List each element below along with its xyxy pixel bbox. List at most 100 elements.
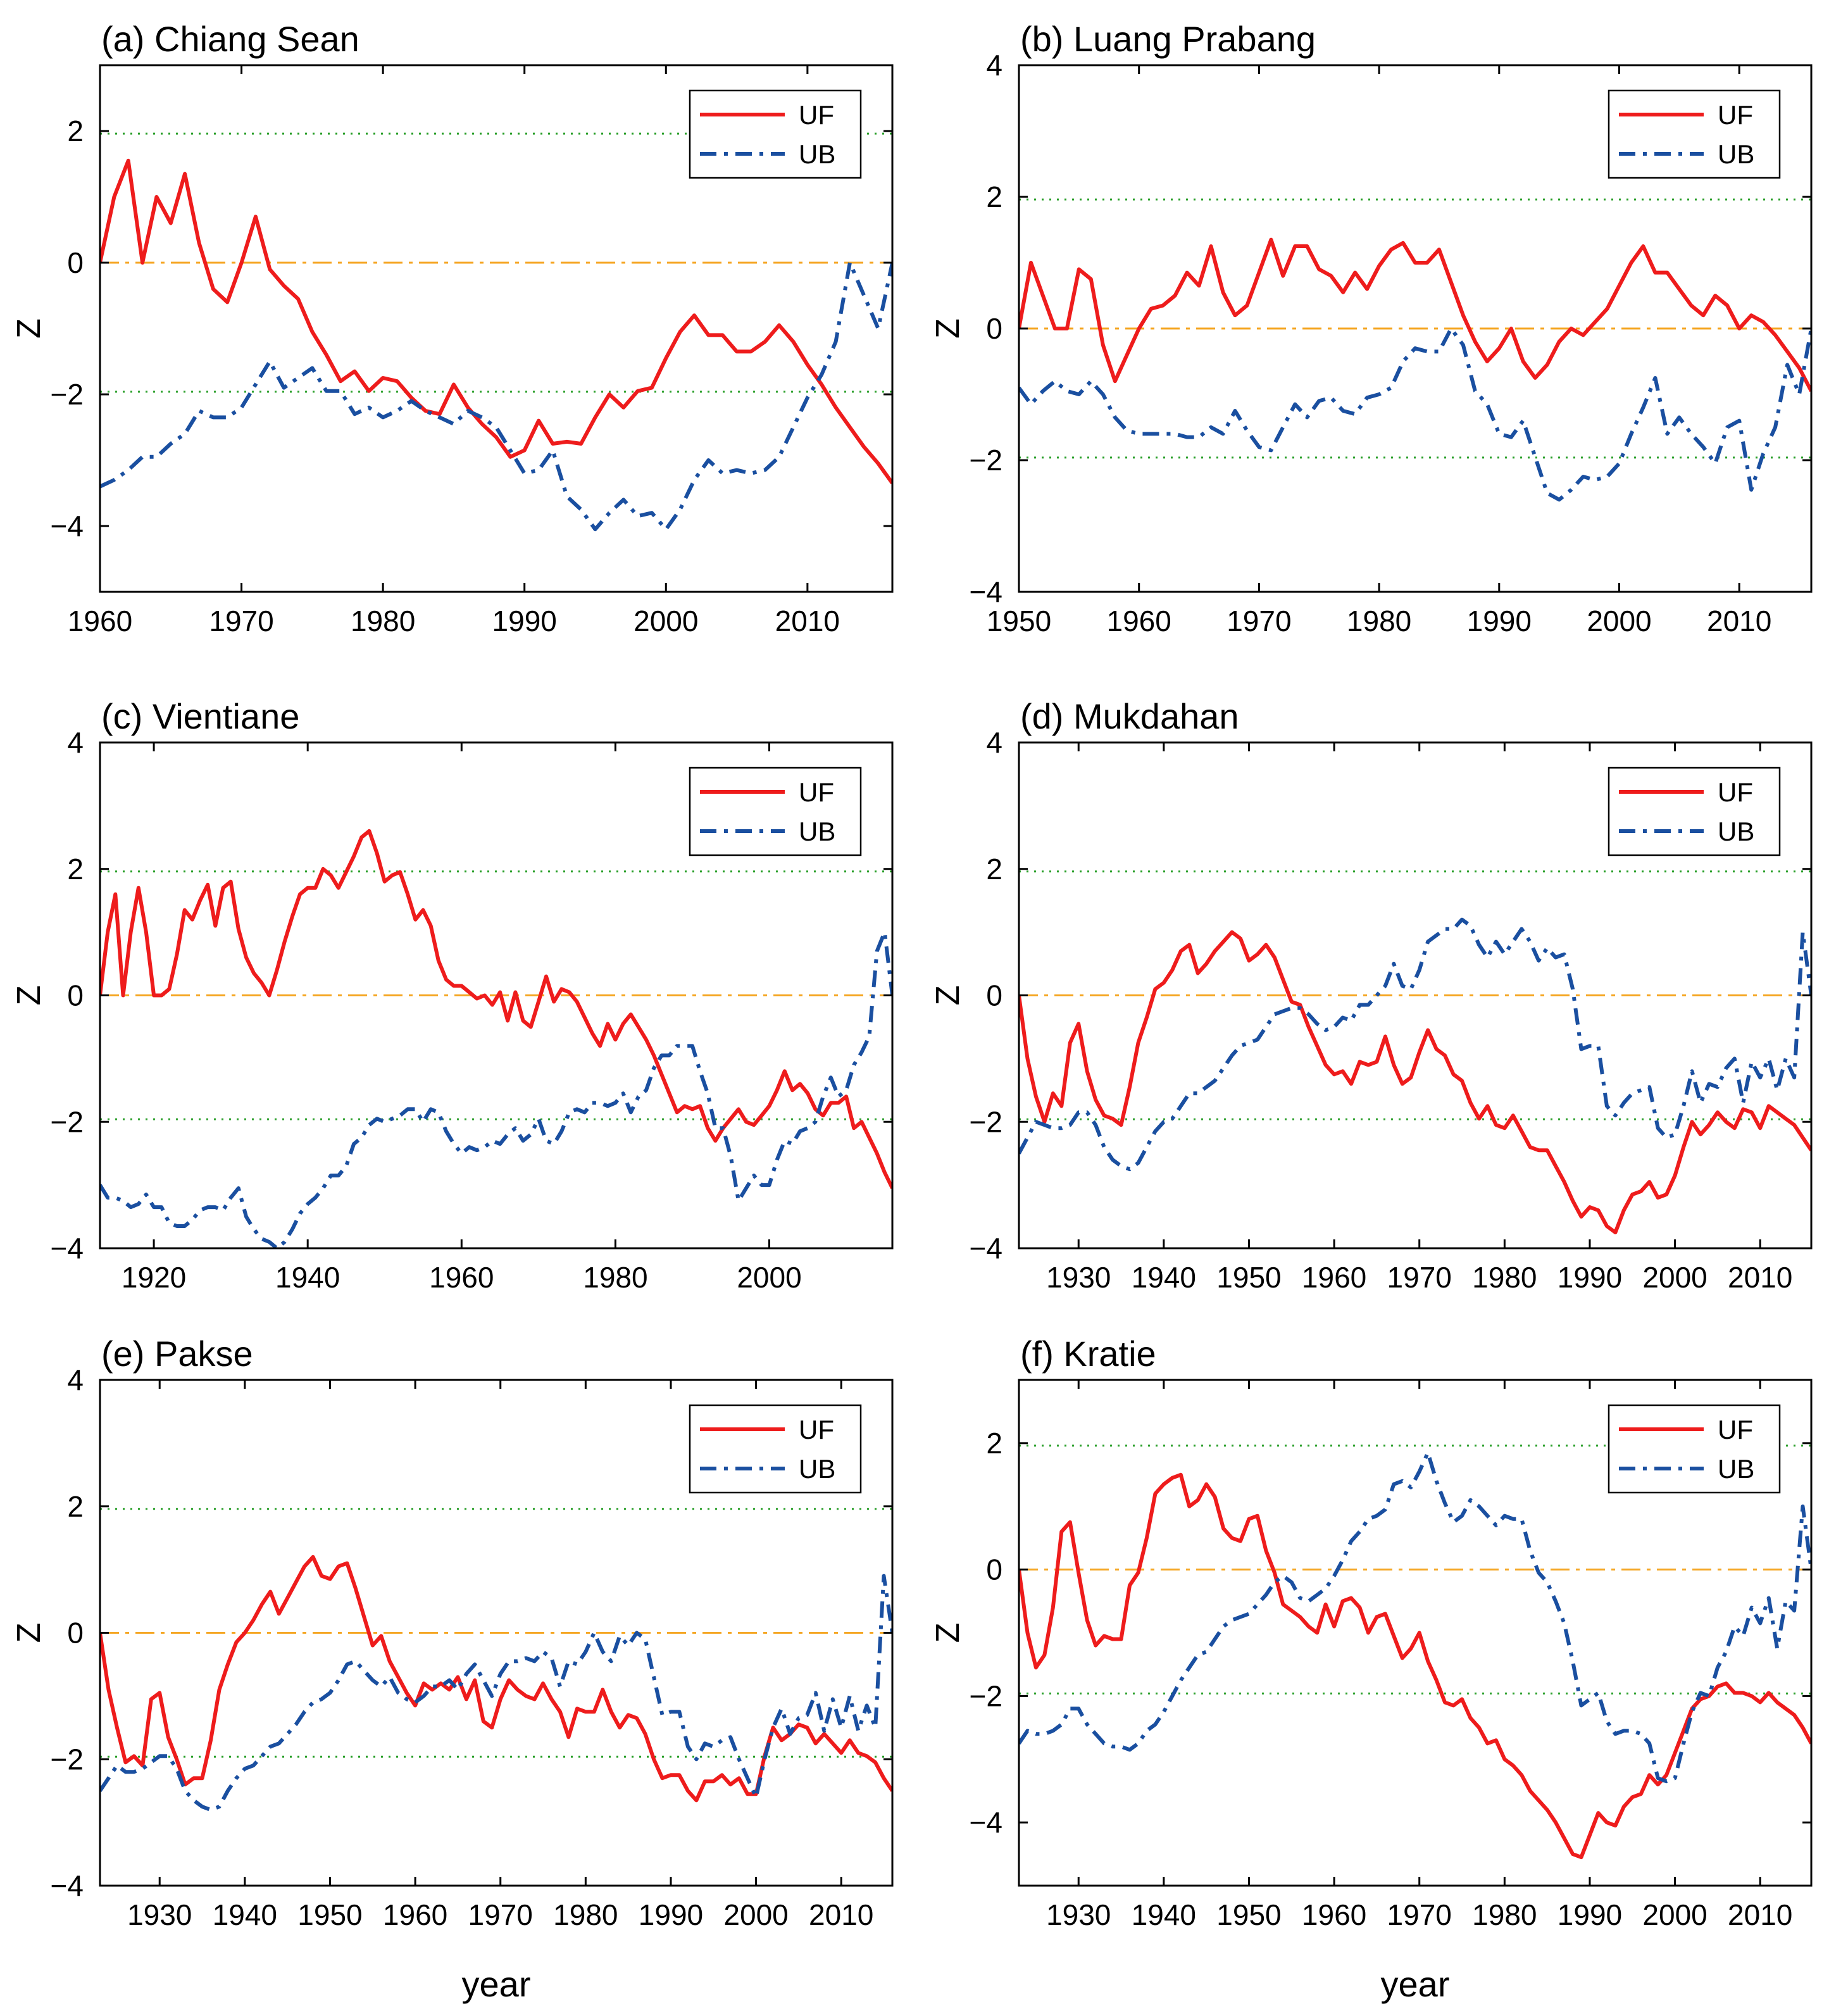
x-tick-label: 1950	[1216, 1898, 1281, 1931]
series-line-ub	[1019, 917, 1811, 1172]
legend-label-uf: UF	[799, 100, 834, 130]
y-tick-label: 2	[986, 853, 1002, 886]
x-tick-label: 1960	[1107, 605, 1171, 637]
legend-box	[689, 89, 862, 179]
legend-label-ub: UB	[1718, 139, 1754, 169]
y-tick-label: 0	[986, 979, 1002, 1012]
x-tick-label: 2000	[737, 1261, 801, 1294]
x-tick-label: 1930	[127, 1898, 192, 1931]
series-line-ub	[1019, 327, 1811, 502]
legend-label-ub: UB	[799, 817, 835, 846]
x-axis-label: year	[1381, 1964, 1450, 2004]
axes-frame	[1018, 1379, 1813, 1887]
y-tick-label: −2	[51, 1105, 84, 1138]
series-line-ub	[100, 930, 892, 1248]
chart-panel-6: 1930 1940 1950 1960 1970 1980 1990 2000 2010 −4 −2…	[930, 1334, 1813, 2004]
x-tick-label: 1980	[1347, 605, 1411, 637]
y-tick-label: −2	[51, 1743, 84, 1776]
legend-box	[1608, 89, 1781, 179]
series-line-uf	[100, 1555, 892, 1803]
x-tick-label: 2010	[1707, 605, 1771, 637]
x-tick-label: 1990	[639, 1898, 703, 1931]
x-tick-label: 2000	[634, 605, 698, 637]
x-tick-label: 1970	[1387, 1261, 1452, 1294]
x-tick-label: 1940	[1132, 1261, 1196, 1294]
y-tick-label: 0	[986, 312, 1002, 345]
y-tick-label: 2	[986, 180, 1002, 213]
x-tick-label: 2000	[1587, 605, 1651, 637]
y-tick-label: −4	[970, 1232, 1002, 1265]
x-tick-label: 2010	[809, 1898, 873, 1931]
x-tick-label: 2000	[1642, 1261, 1707, 1294]
x-tick-label: 1940	[1132, 1898, 1196, 1931]
y-axis-label: Z	[11, 986, 47, 1006]
legend-label-ub: UB	[1718, 1454, 1754, 1484]
chart-panel-4: 1930 1940 1950 1960 1970 1980 1990 2000 2010 −4 −2…	[930, 696, 1813, 1294]
legend-box	[689, 767, 862, 856]
x-axis-label: year	[462, 1964, 531, 2004]
x-tick-label: 1930	[1046, 1898, 1111, 1931]
x-tick-label: 1970	[1227, 605, 1291, 637]
legend: UF UB	[1608, 89, 1781, 179]
y-tick-label: 4	[67, 1363, 84, 1396]
series-line-uf	[1019, 930, 1811, 1234]
chart-panel-3: 1920 1940 1960 1980 2000 −4 −2 0 2 4 (c) Vientiane…	[11, 696, 894, 1294]
x-tick-label: 1970	[1387, 1898, 1452, 1931]
x-tick-label: 1960	[68, 605, 132, 637]
x-tick-label: 1960	[1302, 1261, 1366, 1294]
y-tick-label: −2	[51, 378, 84, 411]
x-tick-label: 1960	[1302, 1898, 1366, 1931]
x-tick-label: 1990	[1558, 1898, 1622, 1931]
x-tick-label: 1940	[275, 1261, 340, 1294]
y-tick-label: 2	[986, 1427, 1002, 1460]
axes-frame	[99, 64, 894, 593]
y-axis-label: Z	[930, 986, 966, 1006]
y-tick-label: 2	[67, 853, 84, 886]
y-tick-label: 0	[986, 1553, 1002, 1586]
chart-title: (a) Chiang Sean	[101, 19, 359, 59]
y-tick-label: 4	[986, 726, 1002, 759]
chart-title: (f) Kratie	[1020, 1334, 1156, 1374]
x-tick-label: 1970	[468, 1898, 533, 1931]
x-tick-label: 1980	[351, 605, 415, 637]
legend-label-uf: UF	[799, 777, 834, 807]
x-tick-label: 1980	[1472, 1261, 1537, 1294]
y-tick-label: 0	[67, 979, 84, 1012]
chart-title: (b) Luang Prabang	[1020, 19, 1316, 59]
legend-box	[1608, 767, 1781, 856]
series-line-uf	[1019, 1472, 1811, 1860]
legend-label-uf: UF	[799, 1415, 834, 1444]
y-tick-label: −4	[970, 575, 1002, 608]
x-tick-label: 1960	[383, 1898, 447, 1931]
x-tick-label: 1920	[122, 1261, 186, 1294]
y-tick-label: −4	[51, 510, 84, 542]
x-tick-label: 1970	[209, 605, 273, 637]
x-tick-label: 1990	[1558, 1261, 1622, 1294]
y-axis-label: Z	[11, 318, 47, 339]
x-tick-label: 2010	[775, 605, 840, 637]
y-tick-label: 0	[67, 246, 84, 279]
y-tick-label: 2	[67, 1490, 84, 1523]
series-line-ub	[100, 1574, 892, 1812]
series-line-ub	[1019, 1450, 1811, 1784]
x-tick-label: 1950	[297, 1898, 362, 1931]
legend-label-uf: UF	[1718, 1415, 1753, 1444]
y-axis-label: Z	[930, 1623, 966, 1643]
chart-panel-2: 1950 1960 1970 1980 1990 2000 2010 −4 −2 0 2 4 (b) L…	[930, 19, 1813, 637]
y-tick-label: −2	[970, 1679, 1002, 1712]
legend: UF UB	[689, 89, 862, 179]
legend-box	[1608, 1404, 1781, 1494]
series-line-uf	[100, 158, 892, 485]
legend: UF UB	[689, 1404, 862, 1494]
x-tick-label: 2000	[1642, 1898, 1707, 1931]
x-tick-label: 1980	[583, 1261, 647, 1294]
chart-panel-5: 1930 1940 1950 1960 1970 1980 1990 2000 2010 −4 −2…	[11, 1334, 894, 2004]
y-tick-label: −4	[970, 1806, 1002, 1839]
x-tick-label: 2010	[1728, 1898, 1792, 1931]
legend-label-ub: UB	[799, 1454, 835, 1484]
y-tick-label: 4	[986, 49, 1002, 82]
y-axis-label: Z	[11, 1623, 47, 1643]
chart-title: (d) Mukdahan	[1020, 696, 1239, 736]
y-tick-label: −2	[970, 1105, 1002, 1138]
